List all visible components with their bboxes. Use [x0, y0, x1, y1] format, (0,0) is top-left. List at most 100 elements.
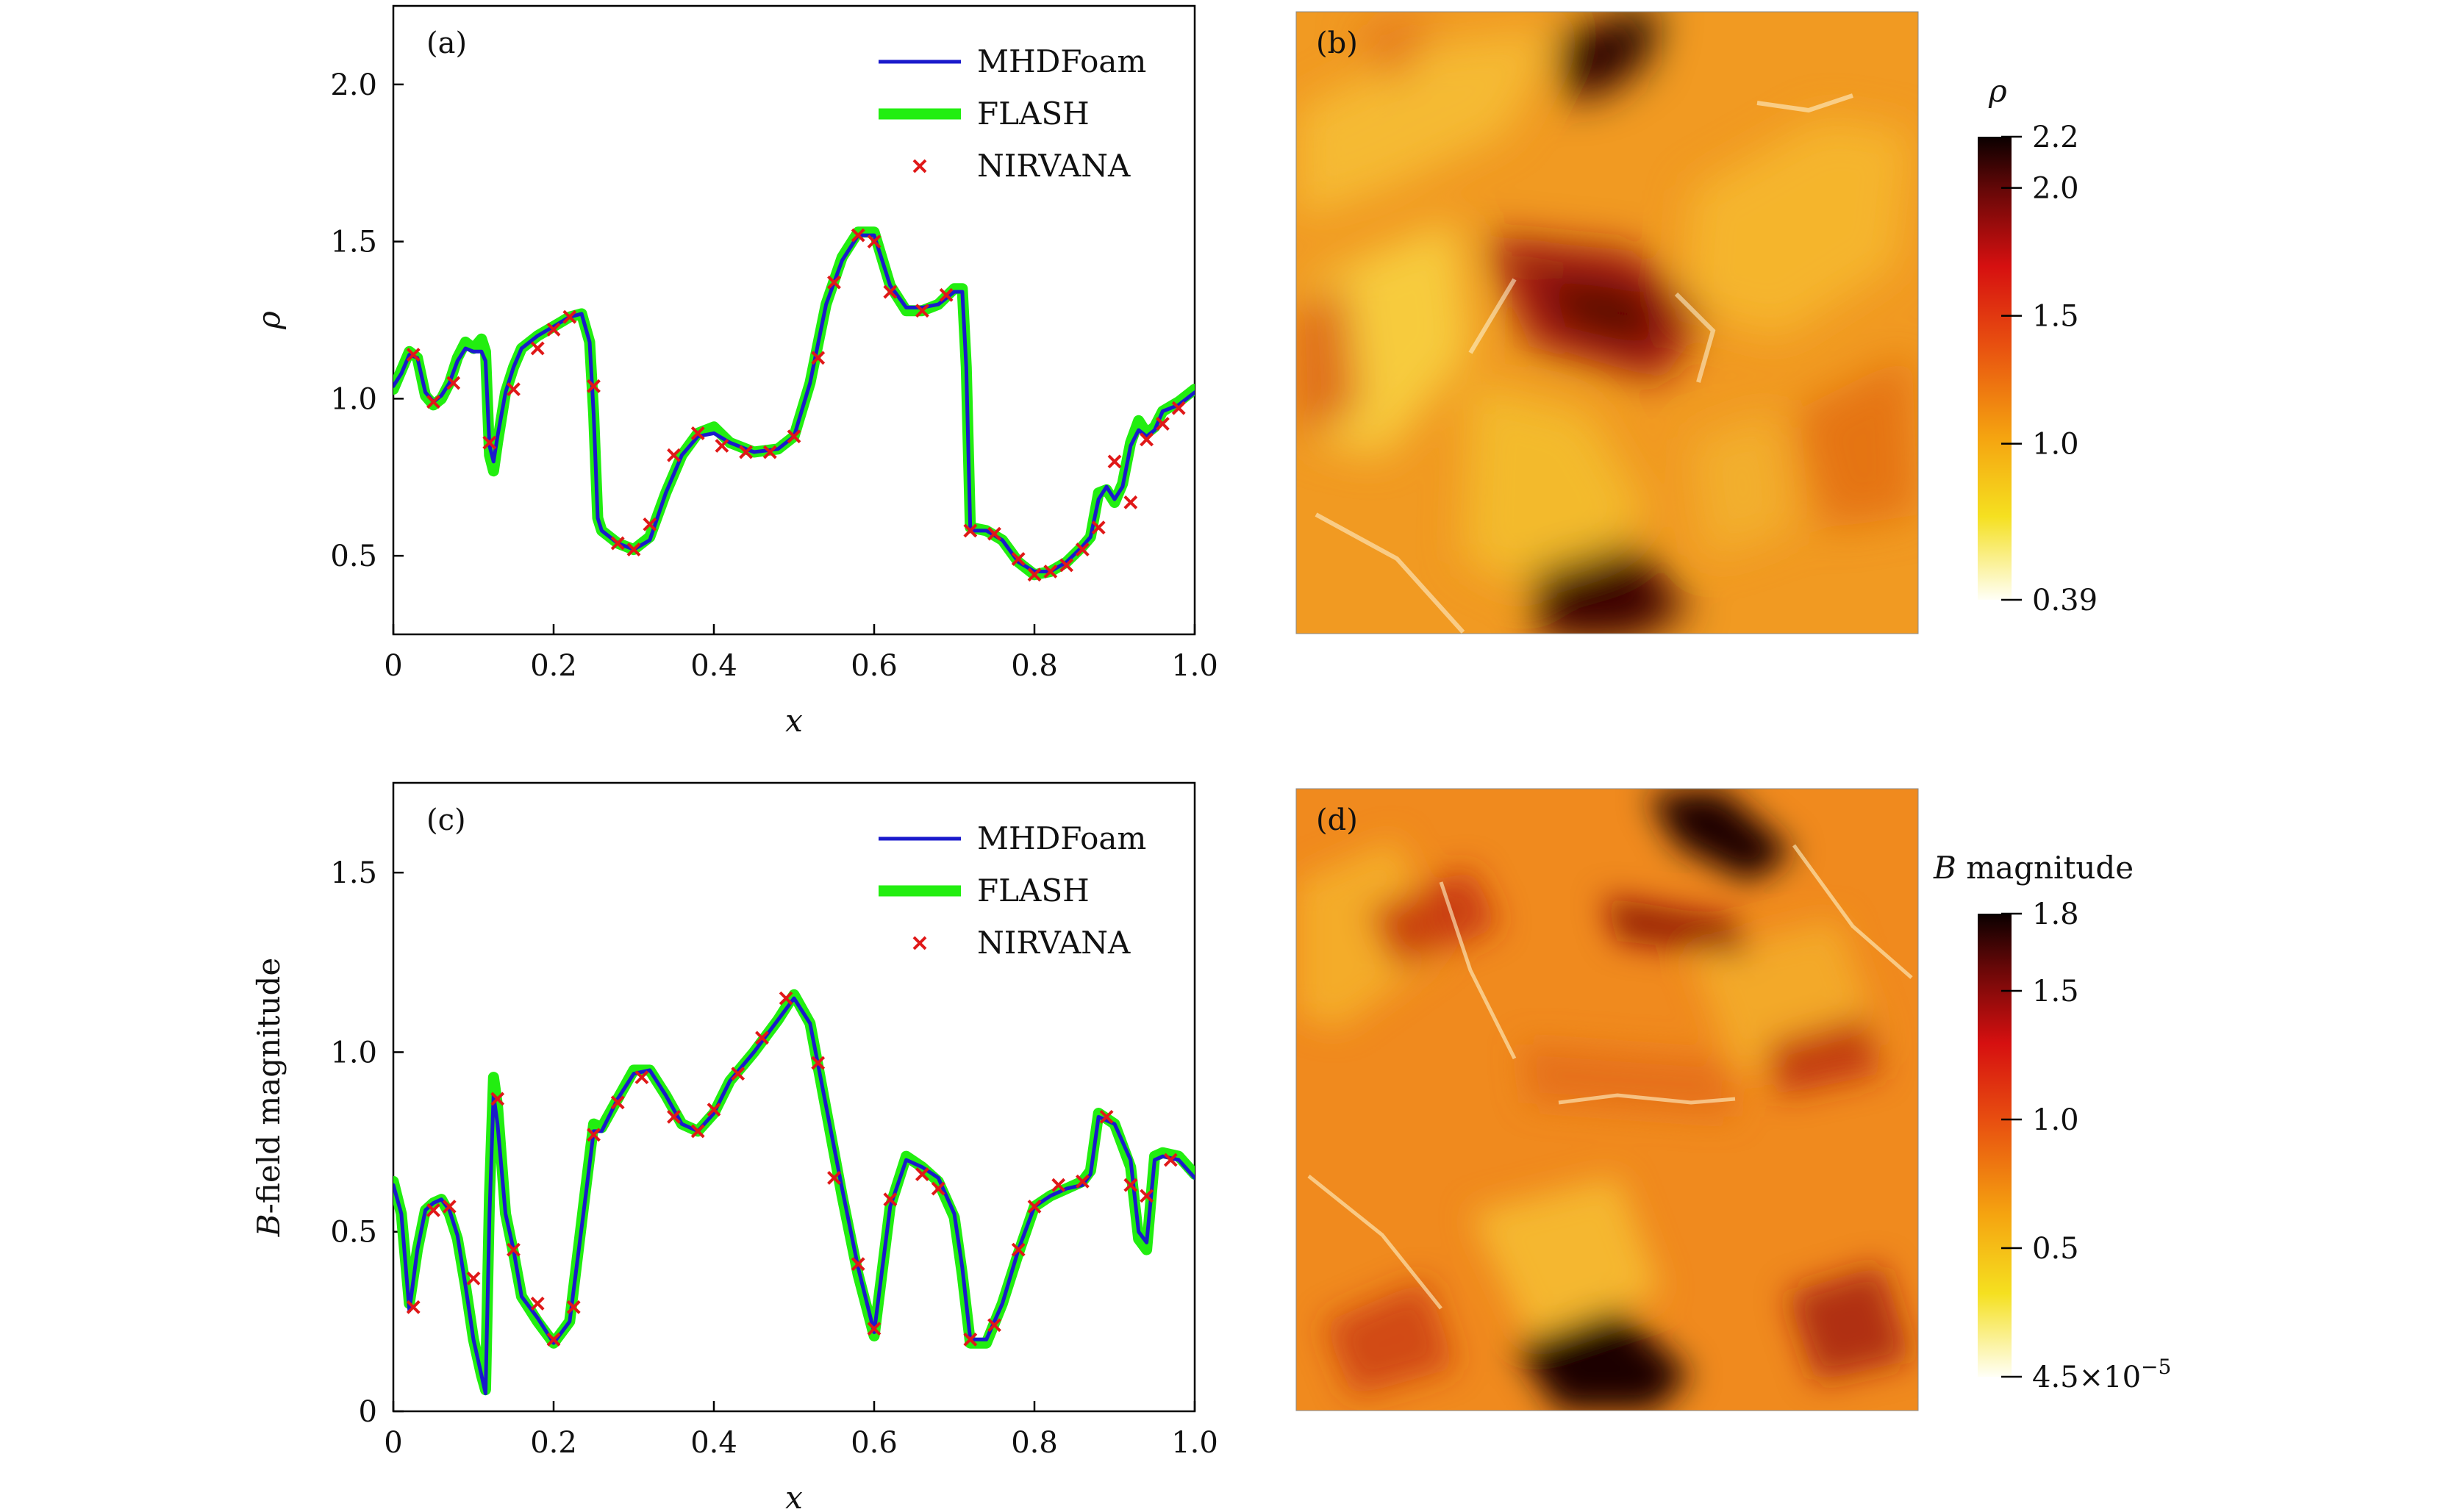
x-tick-label: 0 [384, 649, 402, 683]
x-tick-label: 0.4 [690, 649, 737, 683]
nirvana-marker [883, 1192, 898, 1207]
nirvana-marker [851, 1257, 865, 1272]
panel-c-label: (c) [426, 803, 466, 837]
nirvana-marker [731, 1067, 745, 1081]
nirvana-marker [406, 348, 421, 362]
nirvana-marker [1171, 401, 1186, 415]
nirvana-marker [426, 1203, 440, 1217]
x-tick-label: 1.0 [1171, 649, 1218, 683]
y-tick-label: 0 [359, 1395, 377, 1429]
svg-text:FLASH: FLASH [977, 96, 1090, 132]
nirvana-marker [634, 1070, 649, 1085]
nirvana-marker [1099, 1109, 1114, 1124]
panel-b-density-map [1296, 12, 1918, 634]
nirvana-marker [883, 284, 898, 299]
nirvana-marker [987, 526, 1001, 541]
colorbar-tick-label: 2.2 [2032, 121, 2079, 154]
y-tick-label: 0.5 [330, 1216, 377, 1250]
y-tick-label: 1.0 [330, 382, 377, 416]
legend-item-mhdfoam: MHDFoam [879, 820, 1146, 856]
nirvana-marker [1059, 558, 1074, 573]
x-tick-label: 1.0 [1171, 1426, 1218, 1460]
nirvana-marker [626, 542, 641, 556]
colorbar-tick-label: 2.0 [2032, 172, 2079, 206]
colorbar-tick-label: 1.5 [2032, 975, 2079, 1008]
nirvana-marker [1075, 542, 1090, 556]
colorbar-tick-label: 1.0 [2032, 1103, 2079, 1137]
colorbar-tick-label: 0.5 [2032, 1232, 2079, 1266]
nirvana-marker [939, 287, 954, 302]
nirvana-marker [867, 234, 882, 249]
panel-b-colorbar: 0.39 1.0 1.5 2.0 2.2 ρ [1978, 73, 2098, 617]
series-mhdfoam [393, 233, 1195, 573]
nirvana-marker [1091, 520, 1106, 535]
nirvana-marker [490, 1092, 505, 1106]
nirvana-marker [1011, 551, 1026, 566]
nirvana-marker [1011, 1242, 1026, 1257]
nirvana-marker [610, 536, 625, 551]
legend-item-nirvana: NIRVANA [912, 148, 1131, 184]
colorbar-tick-label: 0.39 [2032, 584, 2098, 617]
nirvana-marker [739, 445, 754, 459]
nirvana-marker [715, 439, 729, 453]
colorbar-tick-label: 1.8 [2032, 897, 2079, 931]
nirvana-marker [779, 991, 793, 1006]
nirvana-marker [827, 275, 841, 290]
y-tick-label: 1.5 [330, 226, 377, 259]
nirvana-marker [963, 523, 978, 538]
nirvana-marker [811, 1056, 826, 1070]
legend-item-flash: FLASH [879, 96, 1090, 132]
y-tick-label: 1.0 [330, 1036, 377, 1069]
x-axis-label: x [785, 1480, 803, 1512]
nirvana-marker [787, 429, 801, 444]
x-tick-label: 0 [384, 1426, 402, 1460]
x-tick-label: 0.8 [1011, 649, 1058, 683]
legend-item-flash: FLASH [879, 873, 1090, 909]
nirvana-marker [610, 1095, 625, 1110]
panel-a-axes: 0 0.2 0.4 0.6 0.8 1.0 0.5 1.0 1.5 2.0 x ρ MHDFoam FLA… [251, 4, 1218, 739]
plot-frame [392, 781, 1196, 1413]
nirvana-marker [867, 1322, 882, 1336]
x-tick-label: 0.6 [851, 1426, 898, 1460]
nirvana-marker [482, 435, 497, 450]
nirvana-marker [762, 445, 777, 459]
colorbar-tick-label: 1.5 [2032, 300, 2079, 334]
series-flash [393, 989, 1195, 1396]
nirvana-marker [1155, 417, 1170, 431]
y-axis-label: ρ [251, 311, 287, 330]
nirvana-marker [587, 1128, 601, 1142]
panel-d-label: (d) [1316, 803, 1358, 837]
x-tick-label: 0.8 [1011, 1426, 1058, 1460]
y-axis-label: B-field magnitude [251, 958, 287, 1238]
nirvana-marker [1140, 432, 1154, 447]
colorbar-tick-label: 1.0 [2032, 428, 2079, 462]
panel-d-bfield-map [1296, 789, 1918, 1411]
nirvana-marker [562, 309, 577, 324]
y-tick-label: 1.5 [330, 856, 377, 890]
nirvana-marker [530, 1297, 545, 1311]
x-tick-label: 0.2 [530, 1426, 577, 1460]
nirvana-marker [915, 1167, 929, 1181]
nirvana-marker [851, 228, 865, 243]
svg-text:MHDFoam: MHDFoam [977, 820, 1146, 856]
x-axis-label: x [785, 703, 803, 739]
nirvana-marker [1163, 1153, 1178, 1167]
panel-a-label: (a) [426, 26, 467, 60]
colorbar-tick-label: 4.5×10−5 [2032, 1355, 2171, 1394]
colorbar-label: B magnitude [1933, 850, 2134, 886]
legend-item-mhdfoam: MHDFoam [879, 43, 1146, 79]
nirvana-marker [690, 1124, 705, 1139]
legend-item-nirvana: NIRVANA [912, 925, 1131, 961]
nirvana-marker [1107, 454, 1122, 469]
nirvana-marker [466, 1271, 481, 1286]
nirvana-marker [643, 517, 657, 531]
series-flash [393, 226, 1195, 581]
nirvana-marker [707, 1103, 721, 1117]
nirvana-marker [1123, 1178, 1138, 1192]
nirvana-marker [587, 379, 601, 393]
nirvana-marker [1075, 1174, 1090, 1189]
nirvana-marker [546, 322, 561, 337]
x-tick-label: 0.2 [530, 649, 577, 683]
x-tick-label: 0.6 [851, 649, 898, 683]
